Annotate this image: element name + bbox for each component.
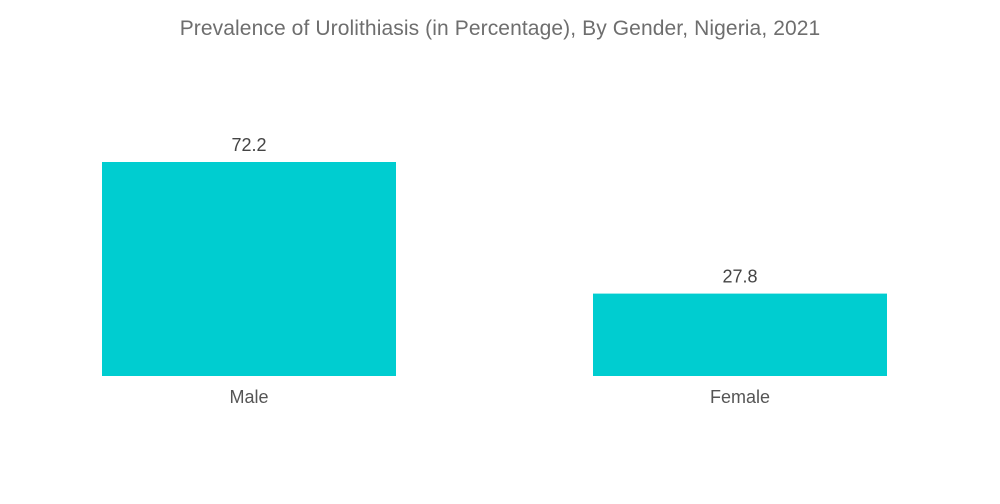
data-label-male: 72.2	[231, 135, 266, 155]
data-label-female: 27.8	[722, 267, 757, 287]
bar-female	[593, 293, 887, 376]
chart-title: Prevalence of Urolithiasis (in Percentag…	[179, 17, 821, 40]
bar-male	[102, 162, 396, 376]
x-tick-label-male: Male	[229, 387, 268, 407]
x-tick-label-female: Female	[710, 387, 770, 407]
bars-group: 72.2 Male 27.8 Female	[102, 135, 887, 407]
